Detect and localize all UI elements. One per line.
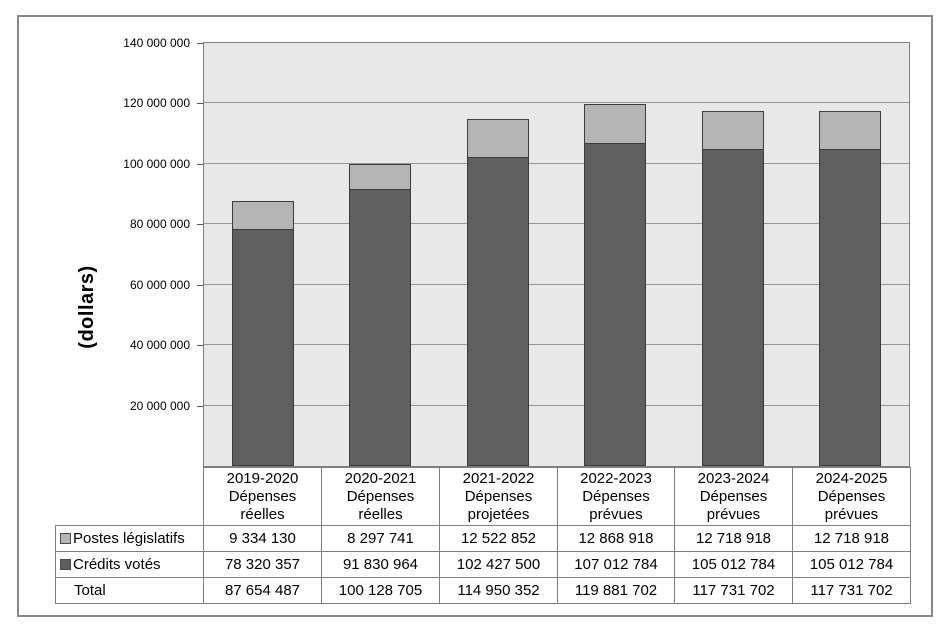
table-value-cell: 105 012 784 — [674, 551, 793, 578]
row-label-text: Total — [74, 582, 106, 599]
legend-swatch-cr-dits-vot-s — [60, 559, 71, 570]
table-value-cell: 107 012 784 — [557, 551, 675, 578]
bar-segment-postes-l-gislatifs — [349, 164, 411, 190]
table-value-cell: 8 297 741 — [321, 525, 440, 552]
chart-figure: (dollars) 20 000 000 40 000 000 60 000 000… — [17, 15, 933, 617]
category-header-cell: 2024-2025 Dépenses prévues — [792, 467, 911, 526]
y-tick — [197, 406, 203, 407]
plot-area — [203, 42, 910, 467]
y-tick-label: 100 000 000 — [123, 157, 190, 171]
category-header-cell: 2023-2024 Dépenses prévues — [674, 467, 793, 526]
bar-segment-postes-l-gislatifs — [584, 104, 646, 144]
category-header-cell: 2020-2021 Dépenses réelles — [321, 467, 440, 526]
bar-segment-cr-dits-vot-s — [467, 157, 529, 466]
row-label-cell: Postes législatifs — [55, 525, 204, 552]
y-tick — [197, 345, 203, 346]
y-tick — [197, 103, 203, 104]
bar-segment-cr-dits-vot-s — [349, 189, 411, 466]
bar-segment-cr-dits-vot-s — [584, 143, 646, 466]
gridline — [204, 284, 909, 285]
table-value-cell: 9 334 130 — [203, 525, 322, 552]
bar-segment-cr-dits-vot-s — [702, 149, 764, 466]
y-tick-label: 60 000 000 — [129, 278, 190, 292]
row-label-text: Postes législatifs — [73, 530, 185, 547]
table-value-cell: 117 731 702 — [674, 577, 793, 604]
table-value-cell: 12 868 918 — [557, 525, 675, 552]
bar-segment-postes-l-gislatifs — [819, 111, 881, 150]
bar-segment-postes-l-gislatifs — [232, 201, 294, 230]
table-value-cell: 91 830 964 — [321, 551, 440, 578]
y-tick — [197, 285, 203, 286]
y-tick — [197, 43, 203, 44]
table-value-cell: 102 427 500 — [439, 551, 558, 578]
y-tick-label: 20 000 000 — [129, 399, 190, 413]
table-value-cell: 12 718 918 — [792, 525, 911, 552]
table-value-cell: 117 731 702 — [792, 577, 911, 604]
y-tick-label: 140 000 000 — [123, 36, 190, 50]
y-tick-label: 40 000 000 — [129, 338, 190, 352]
bar-segment-postes-l-gislatifs — [467, 119, 529, 158]
row-label-text: Crédits votés — [73, 556, 161, 573]
table-value-cell: 78 320 357 — [203, 551, 322, 578]
table-value-cell: 12 718 918 — [674, 525, 793, 552]
bar-segment-cr-dits-vot-s — [232, 229, 294, 466]
legend-swatch-postes-l-gislatifs — [60, 533, 71, 544]
y-tick — [197, 224, 203, 225]
y-tick — [197, 164, 203, 165]
gridline — [204, 405, 909, 406]
table-value-cell: 119 881 702 — [557, 577, 675, 604]
y-tick-label: 120 000 000 — [123, 96, 190, 110]
category-header-cell: 2019-2020 Dépenses réelles — [203, 467, 322, 526]
category-header-cell: 2022-2023 Dépenses prévues — [557, 467, 675, 526]
y-tick-label: 80 000 000 — [129, 217, 190, 231]
table-value-cell: 114 950 352 — [439, 577, 558, 604]
table-value-cell: 12 522 852 — [439, 525, 558, 552]
table-value-cell: 100 128 705 — [321, 577, 440, 604]
y-axis-title: (dollars) — [76, 265, 98, 349]
table-value-cell: 105 012 784 — [792, 551, 911, 578]
gridline — [204, 223, 909, 224]
bar-segment-cr-dits-vot-s — [819, 149, 881, 466]
row-label-cell: Crédits votés — [55, 551, 204, 578]
row-label-cell: Total — [55, 577, 204, 604]
table-value-cell: 87 654 487 — [203, 577, 322, 604]
gridline — [204, 344, 909, 345]
gridline — [204, 163, 909, 164]
category-header-cell: 2021-2022 Dépenses projetées — [439, 467, 558, 526]
gridline — [204, 102, 909, 103]
bar-segment-postes-l-gislatifs — [702, 111, 764, 150]
